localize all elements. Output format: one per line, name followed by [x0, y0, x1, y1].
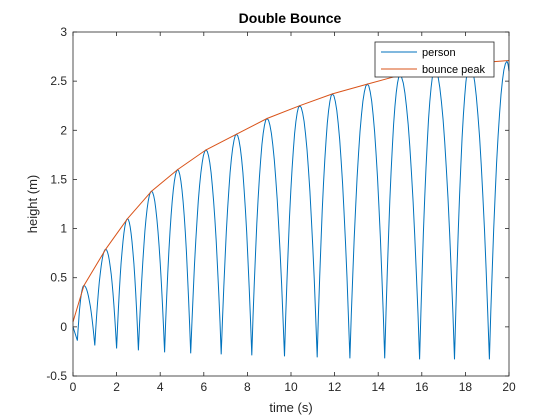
legend-label-bounce-peak: bounce peak [422, 64, 485, 76]
y-tick-label: 0.5 [50, 271, 67, 285]
plot-area [73, 32, 509, 376]
x-tick-label: 4 [157, 380, 164, 394]
legend-label-person: person [422, 47, 456, 59]
axes: 0 2 4 6 8 10 12 14 16 18 20-0.500.511.522.53 [46, 25, 516, 394]
y-tick-label: 2.5 [50, 74, 67, 88]
x-tick-label: 18 [459, 380, 473, 394]
y-tick-label: 1 [60, 222, 67, 236]
x-tick-label: 2 [113, 380, 120, 394]
y-tick-label: -0.5 [46, 369, 67, 383]
x-tick-label: 6 [200, 380, 207, 394]
y-tick-label: 3 [60, 25, 67, 39]
x-tick-label: 0 [70, 380, 77, 394]
y-axis-label: height (m) [25, 175, 40, 234]
x-tick-label: 12 [328, 380, 342, 394]
y-tick-label: 0 [60, 320, 67, 334]
x-tick-label: 10 [284, 380, 298, 394]
legend: person bounce peak [374, 41, 495, 78]
legend-box [374, 41, 495, 78]
x-tick-label: 14 [372, 380, 386, 394]
x-tick-label: 20 [502, 380, 516, 394]
y-tick-label: 2 [60, 123, 67, 137]
chart-title: Double Bounce [239, 10, 342, 26]
x-tick-label: 16 [415, 380, 429, 394]
y-tick-label: 1.5 [50, 172, 67, 186]
x-tick-label: 8 [244, 380, 251, 394]
x-axis-label: time (s) [269, 400, 312, 415]
